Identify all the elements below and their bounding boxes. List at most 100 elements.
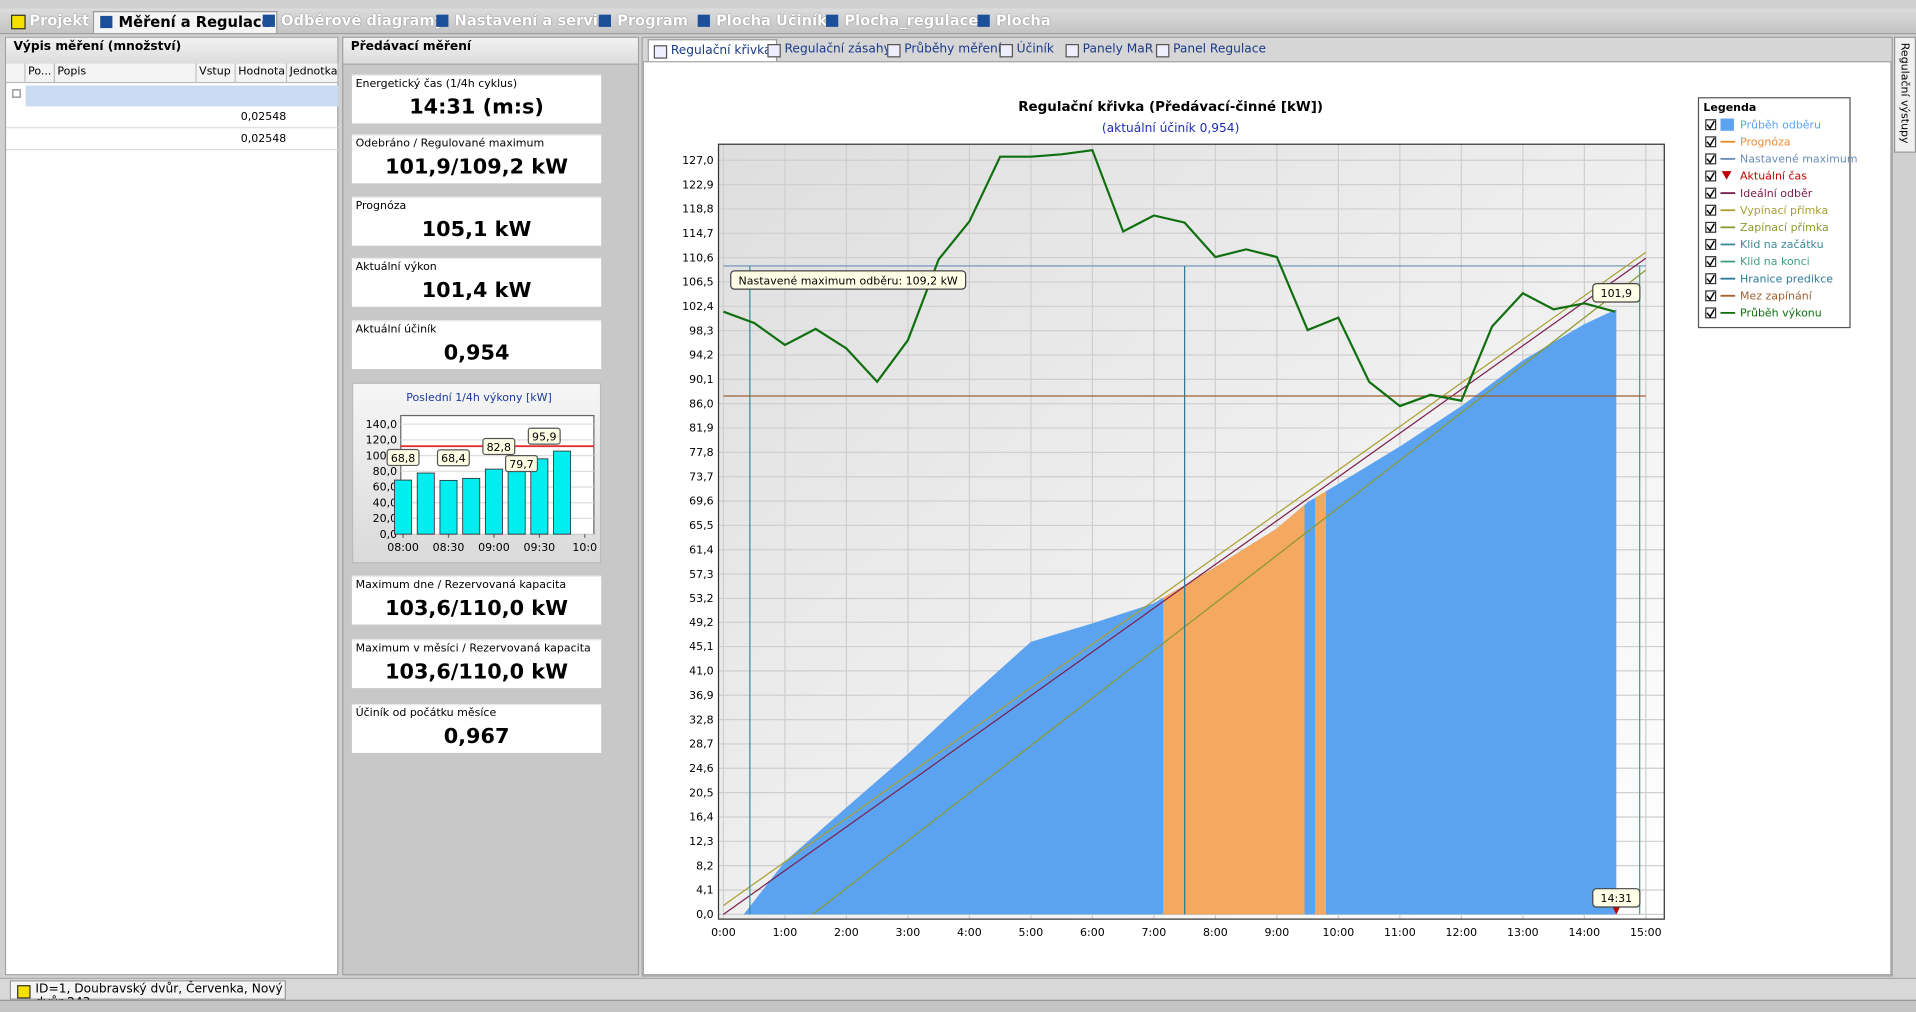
legend-label: Aktuální čas xyxy=(1740,170,1807,183)
legend-checkbox[interactable] xyxy=(1705,153,1717,165)
table-header[interactable]: Vstup xyxy=(196,63,236,84)
table-cell: 0,02548 xyxy=(240,111,287,124)
selected-row[interactable] xyxy=(25,85,339,107)
legend-checkbox[interactable] xyxy=(1705,238,1717,250)
tree-toggle[interactable] xyxy=(12,89,21,98)
value-label: 68,4 xyxy=(441,452,465,465)
menu-tab[interactable]: Nastavení a servis xyxy=(430,11,611,33)
card-label: Maximum v měsíci / Rezervovaná kapacita xyxy=(355,642,591,656)
y-tick-label: 127,0 xyxy=(682,154,713,167)
legend-label: Klid na konci xyxy=(1740,255,1810,268)
y-tick-label: 53,2 xyxy=(689,592,713,605)
legend-checkbox[interactable] xyxy=(1705,187,1717,199)
legend-checkbox[interactable] xyxy=(1705,221,1717,233)
legend-checkbox[interactable] xyxy=(1705,204,1717,216)
legend-label: Prognóza xyxy=(1740,135,1791,148)
card-label: Aktuální výkon xyxy=(355,261,437,274)
measure-card: Odebráno / Regulované maximum 101,9/109,2… xyxy=(351,134,602,184)
tab-label: Měření a Regulace xyxy=(118,13,272,31)
side-tab[interactable]: Regulační výstupy xyxy=(1894,36,1916,153)
tab-label: Projekt xyxy=(29,12,90,30)
menu-tab[interactable]: Plocha_regulace xyxy=(820,11,983,33)
menu-tab[interactable]: Plocha xyxy=(971,11,1055,33)
menu-tab[interactable]: Měření a Regulace xyxy=(92,10,278,33)
y-tick-label: 122,9 xyxy=(682,178,713,191)
y-tick-label: 120,0 xyxy=(366,434,397,447)
tab-label: Plocha xyxy=(995,12,1051,30)
menu-tab[interactable]: Odběrové diagramy xyxy=(257,11,450,33)
table-header[interactable]: Jednotka xyxy=(287,63,339,84)
card-value: 105,1 kW xyxy=(421,217,532,242)
y-tick-label: 40,0 xyxy=(373,496,397,509)
table-header[interactable]: Hodnota xyxy=(235,63,288,84)
menu-tab[interactable]: Projekt xyxy=(5,11,94,33)
value-label-box xyxy=(505,455,539,473)
y-tick-label: 0,0 xyxy=(380,528,397,541)
view-tab[interactable]: Panel Regulace xyxy=(1151,39,1271,61)
table-cell: 0,02548 xyxy=(240,133,287,146)
x-tick-label: 08:00 xyxy=(387,541,419,554)
legend-check xyxy=(1706,206,1716,216)
legend-checkbox[interactable] xyxy=(1705,256,1717,268)
x-tick-label: 3:00 xyxy=(896,926,921,939)
value-label: 95,9 xyxy=(532,430,556,443)
y-tick-label: 4,1 xyxy=(696,884,713,897)
x-tick-label: 10:0 xyxy=(572,541,597,554)
y-tick-label: 32,8 xyxy=(689,713,713,726)
legend-checkbox[interactable] xyxy=(1705,290,1717,302)
legend-checkbox[interactable] xyxy=(1705,307,1717,319)
legend-checkbox[interactable] xyxy=(1705,170,1717,182)
annotation-box xyxy=(1592,888,1641,908)
measure-card: Aktuální účiník 0,954 xyxy=(351,320,602,370)
annotation-box xyxy=(730,270,967,290)
legend-swatch xyxy=(1721,171,1732,180)
card-value: 14:31 (m:s) xyxy=(409,95,544,120)
value-label-box xyxy=(436,449,470,467)
bar xyxy=(530,458,549,535)
y-tick-label: 98,3 xyxy=(689,324,713,337)
menu-bar: Projekt Měření a Regulace Odběrové diagr… xyxy=(0,8,1916,35)
view-tab[interactable]: Regulační zásahy xyxy=(762,39,895,61)
legend-label: Průběh odběru xyxy=(1740,118,1821,131)
legend-title: Legenda xyxy=(1703,101,1756,114)
y-tick-label: 106,5 xyxy=(682,276,713,289)
legend-checkbox[interactable] xyxy=(1705,119,1717,131)
y-tick-label: 77,8 xyxy=(689,446,713,459)
panel-title: Výpis měření (množství) xyxy=(13,40,182,54)
bar xyxy=(394,479,413,535)
annotation: Nastavené maximum odběru: 109,2 kW xyxy=(739,274,958,287)
table-row[interactable] xyxy=(6,106,339,129)
y-tick-label: 41,0 xyxy=(689,665,713,678)
card-value: 0,967 xyxy=(443,724,510,750)
tab-label: Panely MaR xyxy=(1082,42,1154,57)
legend-check xyxy=(1706,291,1716,301)
legend-checkbox[interactable] xyxy=(1705,273,1717,285)
y-tick-label: 65,5 xyxy=(689,519,713,532)
y-tick-label: 24,6 xyxy=(689,762,713,775)
menu-tab[interactable]: Program xyxy=(593,11,693,33)
legend-check xyxy=(1706,308,1716,318)
value-label-box xyxy=(386,448,420,467)
view-tab[interactable]: Panely MaR xyxy=(1061,39,1158,61)
tab-label: Plocha Účiník xyxy=(716,12,827,30)
table-header xyxy=(6,63,26,84)
table-header[interactable]: Po... xyxy=(25,63,55,84)
menu-tab[interactable]: Plocha Účiník xyxy=(692,11,832,33)
value-label: 82,8 xyxy=(487,441,511,454)
legend-checkbox[interactable] xyxy=(1705,136,1717,148)
y-tick-label: 94,2 xyxy=(689,349,713,362)
x-tick-label: 9:00 xyxy=(1265,926,1290,939)
bar xyxy=(553,450,572,535)
y-tick-label: 110,6 xyxy=(682,251,713,264)
y-tick-label: 28,7 xyxy=(689,738,713,751)
view-tab[interactable]: Účiník xyxy=(995,39,1059,61)
view-tab[interactable]: Průběhy měření xyxy=(882,39,1006,61)
measure-card: Energetický čas (1/4h cyklus) 14:31 (m:s) xyxy=(351,74,602,124)
measure-card: Účiník od počátku měsíce 0,967 xyxy=(351,703,602,753)
annotation: 14:31 xyxy=(1600,892,1632,905)
x-tick-label: 09:00 xyxy=(478,541,510,554)
bar xyxy=(507,471,526,535)
table-header[interactable]: Popis xyxy=(54,63,197,84)
table-row[interactable] xyxy=(6,128,339,151)
